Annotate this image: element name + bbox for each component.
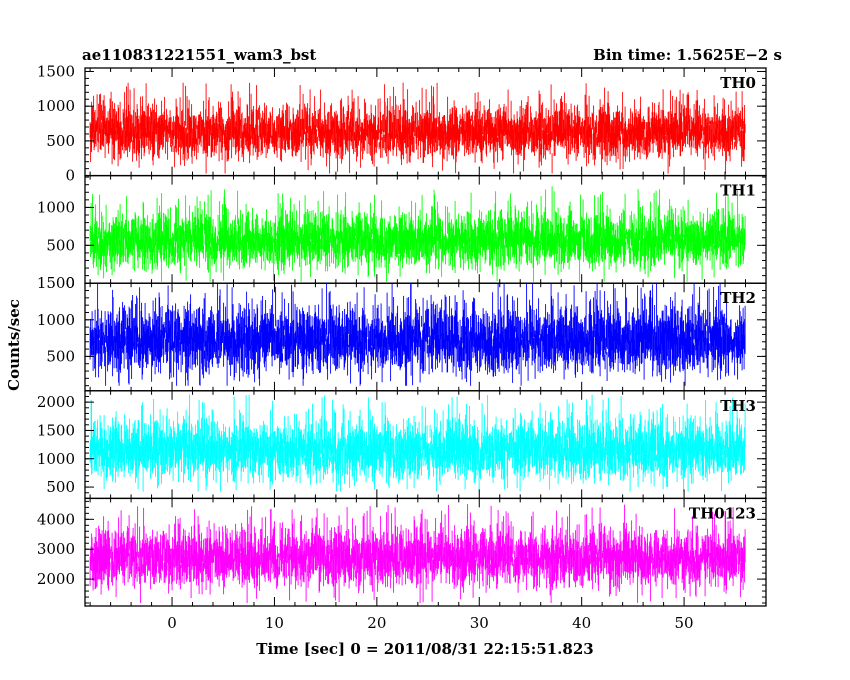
panel-th0123: 2000 3000 4000 TH0123 0 10 20 30 40 50 [37,497,767,632]
series-line-th2 [89,283,746,386]
x-tick-label: 30 [470,614,489,632]
series-line-th1 [89,186,746,282]
y-tick-label: 1000 [37,450,75,468]
panel-label: TH1 [720,182,756,200]
bin-time-label: Bin time: 1.5625E−2 s [593,46,782,64]
y-tick-label: 2000 [37,393,75,411]
y-tick-label: 500 [46,347,75,365]
panel-label: TH3 [720,397,756,415]
series-line-th0 [89,82,746,174]
x-tick-label: 10 [265,614,284,632]
y-tick-label: 1500 [37,274,75,292]
y-tick-label: 1500 [37,62,75,80]
x-tick-label: 0 [167,614,177,632]
series-line-th0123 [89,504,746,603]
y-tick-label: 1000 [37,198,75,216]
panel-frame [84,497,767,607]
y-tick-label: 500 [46,236,75,254]
y-axis-label: Counts/sec [5,299,23,391]
panel-label: TH2 [720,289,756,307]
panel-label: TH0 [720,74,756,92]
y-tick-label: 500 [46,478,75,496]
series-line-th3 [89,394,746,492]
panel-th1: 0 500 1000 TH1 [37,174,767,292]
chart-title: ae110831221551_wam3_bst [82,46,316,64]
y-tick-label: 1000 [37,311,75,329]
y-tick-label: 2000 [37,570,75,588]
y-tick-label: 3000 [37,540,75,558]
y-tick-label: 1000 [37,97,75,115]
y-tick-label: 0 [65,274,75,292]
x-tick-label: 20 [367,614,386,632]
panel-th0: 0 500 1000 1500 TH0 [37,62,767,185]
x-axis-label: Time [sec] 0 = 2011/08/31 22:15:51.823 [256,640,593,658]
x-tick-label: 40 [572,614,591,632]
panels-group: 050010001500TH005001000TH150010001500TH2… [37,62,767,632]
panel-label: TH0123 [689,504,756,522]
y-tick-label: 1500 [37,421,75,439]
y-tick-label: 500 [46,132,75,150]
y-tick-label: 0 [65,167,75,185]
y-tick-label: 4000 [37,510,75,528]
panel-th2: 500 1000 1500 TH2 [37,274,767,392]
panel-th3: 500 1000 1500 2000 TH3 [37,390,767,500]
x-tick-label: 50 [675,614,694,632]
